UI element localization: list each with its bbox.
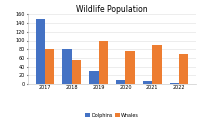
Bar — [170, 83, 179, 84]
Bar — [152, 45, 162, 84]
Legend: Dolphins, Whales: Dolphins, Whales — [85, 113, 139, 118]
Bar — [36, 19, 45, 84]
Bar — [116, 80, 125, 84]
Bar — [143, 81, 152, 84]
Bar — [99, 41, 108, 84]
Bar — [62, 49, 72, 84]
Bar — [72, 60, 81, 84]
Bar — [89, 71, 99, 84]
Title: Wildlife Population: Wildlife Population — [76, 5, 148, 14]
Bar — [179, 54, 188, 84]
Bar — [45, 49, 54, 84]
Bar — [125, 51, 135, 84]
